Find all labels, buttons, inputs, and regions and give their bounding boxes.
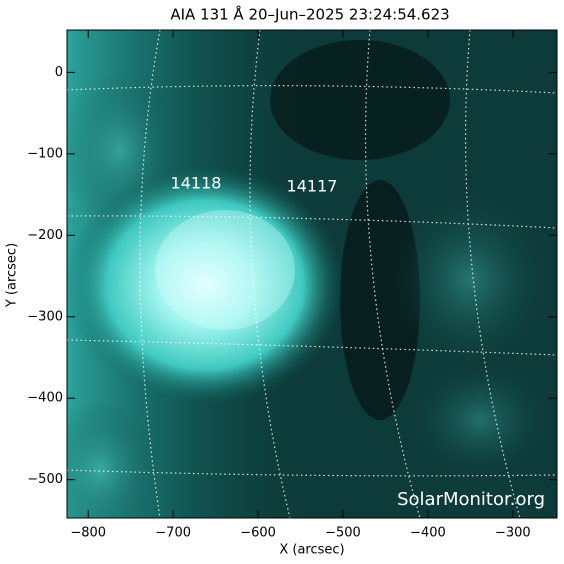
annotation: 14118 <box>171 174 222 193</box>
annotation: 14117 <box>287 177 338 196</box>
watermark: SolarMonitor.org <box>397 489 545 510</box>
x-tick-label: −400 <box>410 526 446 541</box>
y-tick-label: −300 <box>27 309 63 324</box>
y-tick-label: −200 <box>27 228 63 243</box>
x-tick-label: −600 <box>240 526 276 541</box>
plot-frame <box>66 29 558 519</box>
x-tick-label: −700 <box>155 526 191 541</box>
y-tick-label: 0 <box>55 65 63 80</box>
y-tick-label: −100 <box>27 146 63 161</box>
y-tick-label: −400 <box>27 391 63 406</box>
chart-title: AIA 131 Å 20–Jun–2025 23:24:54.623 <box>170 5 449 24</box>
x-tick-label: −500 <box>325 526 361 541</box>
x-tick-label: −800 <box>70 526 106 541</box>
y-axis-label: Y (arcsec) <box>5 243 20 308</box>
y-tick-label: −500 <box>27 472 63 487</box>
x-axis-label: X (arcsec) <box>279 543 344 558</box>
solar-image <box>67 30 557 518</box>
x-tick-label: −300 <box>495 526 531 541</box>
